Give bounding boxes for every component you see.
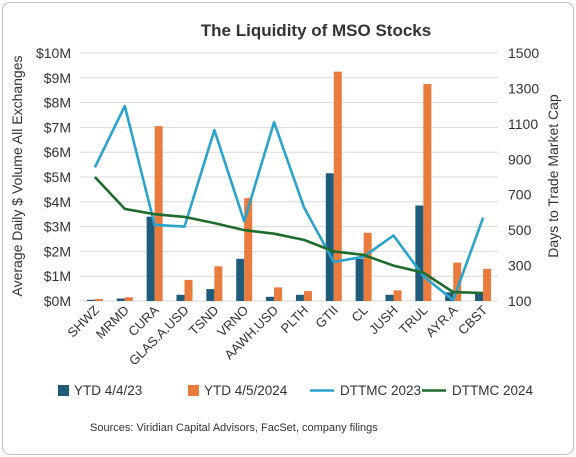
left-tick-label: $6M xyxy=(44,144,71,160)
bar-ytd-4-5-2024 xyxy=(94,299,103,301)
legend-swatch xyxy=(188,385,199,396)
left-tick-label: $5M xyxy=(44,169,71,185)
legend-label: YTD 4/5/2024 xyxy=(204,383,288,398)
legend-label: DTTMC 2023 xyxy=(340,383,421,398)
right-tick-label: 1300 xyxy=(508,80,539,96)
right-tick-label: 700 xyxy=(508,187,532,203)
right-tick-label: 1100 xyxy=(508,116,538,132)
bars xyxy=(86,71,492,301)
bar-ytd-4-5-2024 xyxy=(483,268,492,301)
left-tick-label: $4M xyxy=(44,194,71,210)
legend-swatch xyxy=(58,385,69,396)
right-axis-ticks: 100 300 500 700 900 1100 1300 1500 xyxy=(508,45,539,309)
legend: YTD 4/4/23 YTD 4/5/2024 DTTMC 2023 DTTMC 20… xyxy=(58,383,534,398)
legend-label: YTD 4/4/23 xyxy=(74,383,142,398)
bar-ytd-4-5-2024 xyxy=(363,232,372,301)
bar-ytd-4-4-23 xyxy=(176,294,185,301)
line-dttmc-2023 xyxy=(93,104,485,302)
bar-ytd-4-4-23 xyxy=(325,173,334,301)
x-tick-label: AYR.A xyxy=(423,302,461,340)
bar-ytd-4-4-23 xyxy=(415,205,424,301)
right-tick-label: 900 xyxy=(508,151,532,167)
right-tick-label: 300 xyxy=(508,258,532,274)
bar-ytd-4-5-2024 xyxy=(303,291,312,301)
source-note: Sources: Viridian Capital Advisors, FacS… xyxy=(90,422,378,434)
lines xyxy=(93,104,485,302)
chart-title: The Liquidity of MSO Stocks xyxy=(201,21,431,40)
left-tick-label: $1M xyxy=(44,268,71,284)
bar-ytd-4-4-23 xyxy=(355,258,364,301)
bar-ytd-4-5-2024 xyxy=(423,84,432,301)
bar-ytd-4-4-23 xyxy=(475,293,484,301)
bar-ytd-4-4-23 xyxy=(385,294,394,301)
left-tick-label: $10M xyxy=(36,45,71,61)
bar-ytd-4-4-23 xyxy=(206,289,215,301)
bar-ytd-4-4-23 xyxy=(295,294,304,301)
right-tick-label: 500 xyxy=(508,222,532,238)
bar-ytd-4-5-2024 xyxy=(274,287,283,301)
x-axis-ticks: SHWZMRMDCURAGLAS.A.USDTSNDVRNOAAWH.USDPL… xyxy=(64,302,490,368)
x-tick-label: GTII xyxy=(312,303,340,331)
bar-ytd-4-4-23 xyxy=(86,299,95,301)
right-tick-label: 1500 xyxy=(508,45,539,61)
left-tick-label: $0M xyxy=(44,293,71,309)
left-tick-label: $3M xyxy=(44,219,71,235)
left-axis-title: Average Daily $ Volume All Exchanges xyxy=(9,56,25,297)
right-tick-label: 100 xyxy=(508,293,532,309)
left-tick-label: $8M xyxy=(44,95,71,111)
legend-label: DTTMC 2024 xyxy=(452,383,534,398)
bar-ytd-4-4-23 xyxy=(266,296,275,301)
x-tick-label: TSND xyxy=(186,303,222,339)
left-axis-ticks: $0M $1M $2M $3M $4M $5M $6M $7M $8M $9M $10M xyxy=(36,45,71,309)
x-tick-label: CL xyxy=(348,303,370,325)
bar-ytd-4-5-2024 xyxy=(124,297,133,301)
left-tick-label: $2M xyxy=(44,243,71,259)
bar-ytd-4-5-2024 xyxy=(393,290,402,301)
x-tick-label: CBST xyxy=(455,302,490,337)
x-tick-label: JUSH xyxy=(366,303,401,338)
right-axis-title: Days to Trade Market Cap xyxy=(545,94,561,258)
bar-ytd-4-4-23 xyxy=(236,258,245,301)
x-tick-label: MRMD xyxy=(93,303,132,342)
line-dttmc-2024 xyxy=(93,176,484,295)
bar-ytd-4-5-2024 xyxy=(453,262,462,301)
left-tick-label: $9M xyxy=(44,70,71,86)
bar-ytd-4-5-2024 xyxy=(214,266,223,301)
bar-ytd-4-5-2024 xyxy=(333,71,342,301)
bar-ytd-4-5-2024 xyxy=(184,279,193,301)
bar-ytd-4-4-23 xyxy=(116,298,125,301)
bar-ytd-4-5-2024 xyxy=(244,198,253,301)
left-tick-label: $7M xyxy=(44,119,71,135)
x-tick-label: PLTH xyxy=(278,303,311,336)
bar-ytd-4-4-23 xyxy=(146,216,155,301)
